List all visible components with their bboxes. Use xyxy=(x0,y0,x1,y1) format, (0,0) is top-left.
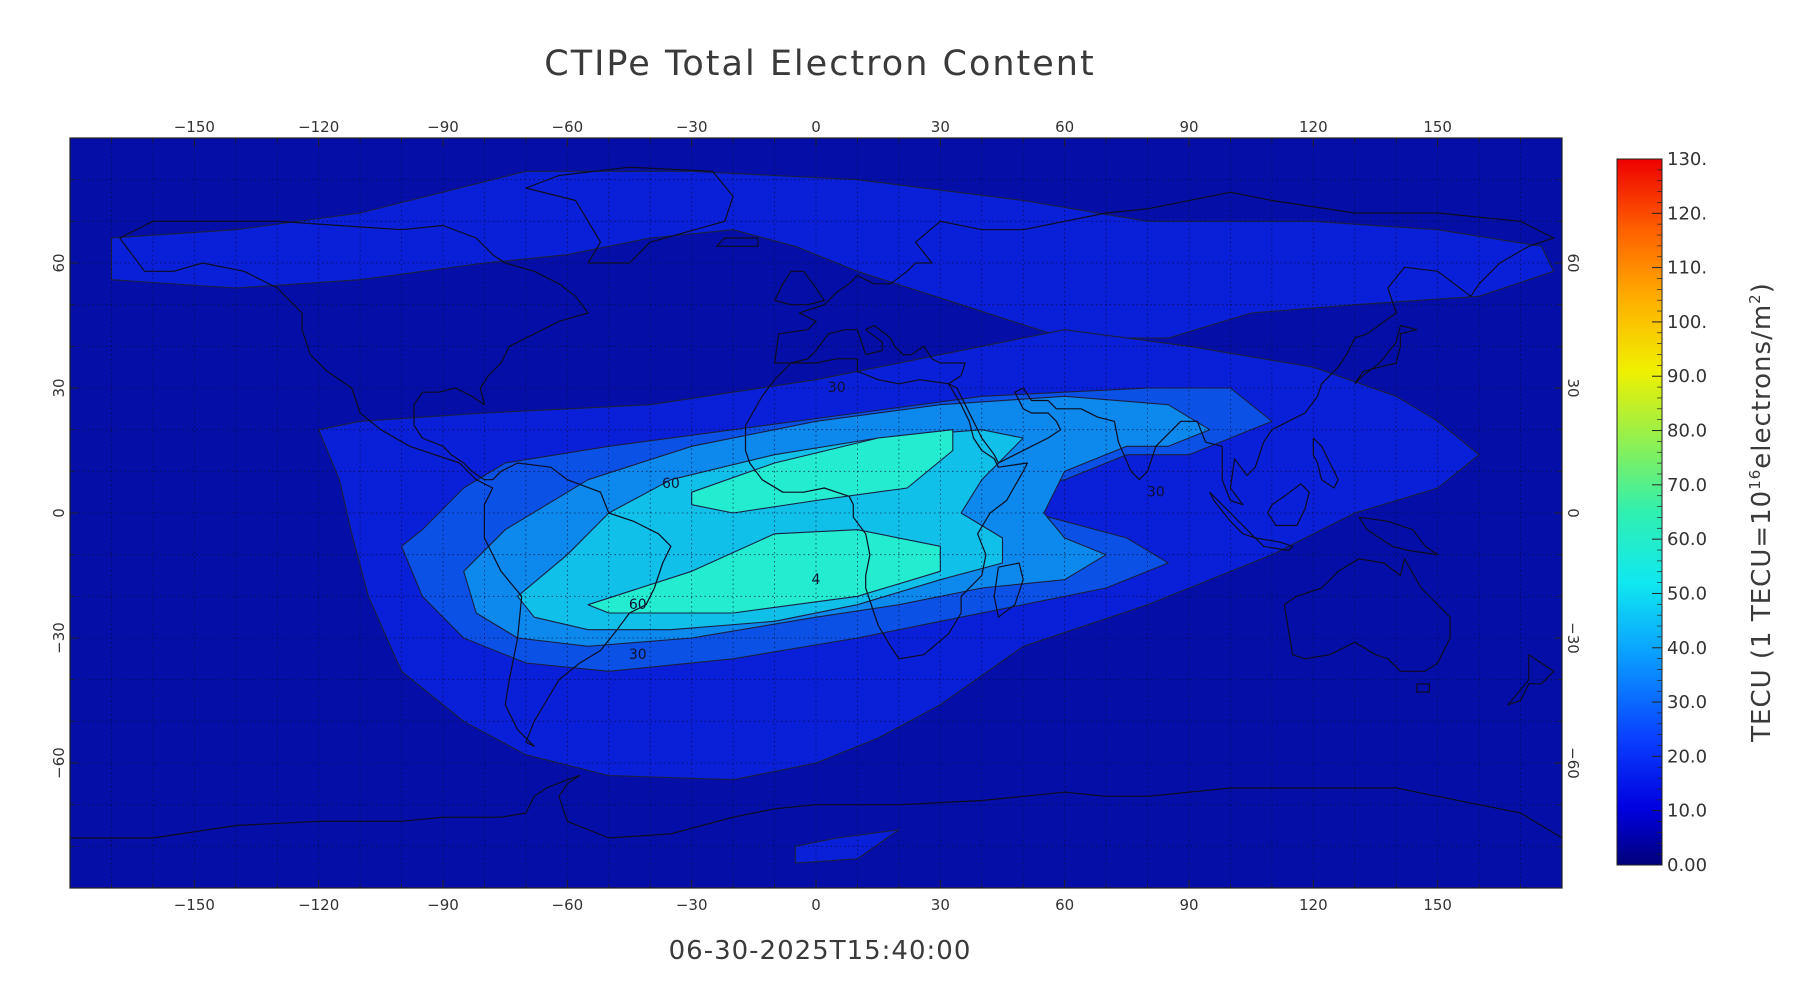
chart-title: CTIPe Total Electron Content xyxy=(544,44,1096,84)
colorbar: 130. 120. 110. 100. 90.0 80.0 70.0 60.0 50.0 40.0… xyxy=(1616,149,1777,876)
colorbar-tick-label: 70.0 xyxy=(1667,475,1707,496)
x-tick-label-bottom: 90 xyxy=(1179,896,1198,914)
contour-label: 30 xyxy=(828,380,846,396)
coastlines xyxy=(70,166,1562,839)
y-tick-label-right: 30 xyxy=(1564,378,1582,397)
x-tick-label-top: 90 xyxy=(1179,118,1198,136)
x-tick-label-bottom: −120 xyxy=(298,896,339,914)
coastline xyxy=(70,774,580,839)
contour-region-10 xyxy=(794,829,900,864)
coastline xyxy=(1312,437,1339,489)
coastline xyxy=(1358,516,1439,556)
contour-label: 60 xyxy=(629,597,647,613)
coastline xyxy=(1354,324,1418,385)
axis-ticks: −150−150−120−120−90−90−60−60−30−30003030… xyxy=(50,118,1582,914)
colorbar-label: TECU (1 TECU=1016electrons/m2) xyxy=(1746,282,1777,743)
colorbar-tick-label: 50.0 xyxy=(1667,583,1707,604)
coastline xyxy=(1267,483,1310,527)
contour-label: 30 xyxy=(629,647,647,663)
x-tick-label-top: −150 xyxy=(174,118,215,136)
contour-label: 60 xyxy=(662,476,680,492)
colorbar-tick-label: 100. xyxy=(1667,312,1707,333)
y-tick-label-right: −30 xyxy=(1564,622,1582,654)
contour-label: 4 xyxy=(812,572,821,588)
coastline xyxy=(1507,654,1555,706)
colorbar-tick-label: 120. xyxy=(1667,203,1707,224)
x-tick-label-bottom: −60 xyxy=(552,896,584,914)
x-tick-label-bottom: −150 xyxy=(174,896,215,914)
x-tick-label-bottom: 0 xyxy=(811,896,821,914)
contour-label: 30 xyxy=(1147,484,1165,500)
x-tick-label-bottom: 60 xyxy=(1055,896,1074,914)
x-tick-label-top: 0 xyxy=(811,118,821,136)
colorbar-tick-label: 90.0 xyxy=(1667,366,1707,387)
x-tick-label-top: 60 xyxy=(1055,118,1074,136)
x-tick-label-bottom: 150 xyxy=(1423,896,1452,914)
y-tick-label-left: −30 xyxy=(50,622,68,654)
y-tick-label-left: −60 xyxy=(50,747,68,779)
y-tick-label-left: 0 xyxy=(50,508,68,518)
colorbar-tick-label: 40.0 xyxy=(1667,638,1707,659)
x-tick-label-top: −60 xyxy=(552,118,584,136)
contour-labels: 30 60 4 60 30 30 xyxy=(629,380,1165,663)
x-tick-label-top: −90 xyxy=(427,118,459,136)
y-tick-label-left: 60 xyxy=(50,253,68,272)
coastline xyxy=(1283,558,1451,672)
coastline xyxy=(1254,537,1294,552)
colorbar-tick-label: 30.0 xyxy=(1667,692,1707,713)
colorbar-tick-label: 10.0 xyxy=(1667,801,1707,822)
coastline xyxy=(1416,683,1431,693)
colorbar-tick-label: 60.0 xyxy=(1667,529,1707,550)
colorbar-tick-label: 0.00 xyxy=(1667,855,1707,876)
y-tick-label-right: −60 xyxy=(1564,747,1582,779)
coastline xyxy=(558,775,1562,839)
grid-lines xyxy=(70,138,1562,888)
coastline xyxy=(774,270,825,306)
timestamp: 06-30-2025T15:40:00 xyxy=(668,936,972,966)
coastline xyxy=(525,166,734,264)
y-tick-label-left: 30 xyxy=(50,378,68,397)
colorbar-ticks: 130. 120. 110. 100. 90.0 80.0 70.0 60.0 50.0 40.0… xyxy=(1652,149,1707,876)
x-tick-label-top: −120 xyxy=(298,118,339,136)
y-tick-label-right: 60 xyxy=(1564,253,1582,272)
colorbar-ramp xyxy=(1616,158,1663,866)
colorbar-tick-label: 20.0 xyxy=(1667,746,1707,767)
x-tick-label-bottom: −90 xyxy=(427,896,459,914)
x-tick-label-top: −30 xyxy=(676,118,708,136)
x-tick-label-bottom: −30 xyxy=(676,896,708,914)
x-tick-label-top: 150 xyxy=(1423,118,1452,136)
x-tick-label-bottom: 120 xyxy=(1299,896,1328,914)
colorbar-tick-label: 130. xyxy=(1667,149,1707,170)
coastline xyxy=(119,220,672,747)
x-tick-label-top: 120 xyxy=(1299,118,1328,136)
coastline xyxy=(716,237,759,247)
coastline xyxy=(993,562,1024,618)
coastline xyxy=(1209,491,1256,539)
colorbar-tick-label: 80.0 xyxy=(1667,421,1707,442)
coastline xyxy=(774,191,1555,506)
coastline xyxy=(744,358,1029,660)
x-tick-label-top: 30 xyxy=(931,118,950,136)
x-tick-label-bottom: 30 xyxy=(931,896,950,914)
colorbar-tick-label: 110. xyxy=(1667,258,1707,279)
y-tick-label-right: 0 xyxy=(1564,508,1582,518)
contour-regions xyxy=(110,170,1555,864)
